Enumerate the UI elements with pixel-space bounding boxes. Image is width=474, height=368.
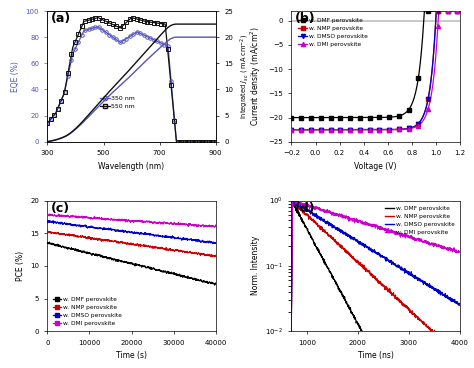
Legend: 350 nm, 550 nm: 350 nm, 550 nm	[98, 93, 138, 112]
Legend: w. DMF perovskite, w. NMP perovskite, w. DMSO perovskite, w. DMI perovskite: w. DMF perovskite, w. NMP perovskite, w.…	[296, 15, 370, 49]
Text: (d): (d)	[295, 202, 316, 215]
Y-axis label: EQE (%): EQE (%)	[11, 61, 20, 92]
Y-axis label: PCE (%): PCE (%)	[16, 251, 25, 281]
Legend: w. DMF perovskite, w. NMP perovskite, w. DMSO perovskite, w. DMI perovskite: w. DMF perovskite, w. NMP perovskite, w.…	[383, 204, 457, 237]
X-axis label: Wavelength (nm): Wavelength (nm)	[99, 162, 164, 171]
Y-axis label: Integrated $J_{sc}$ ( mA cm$^{-2}$): Integrated $J_{sc}$ ( mA cm$^{-2}$)	[238, 34, 251, 119]
X-axis label: Time (ns): Time (ns)	[358, 351, 393, 360]
X-axis label: Voltage (V): Voltage (V)	[355, 162, 397, 171]
Text: (b): (b)	[295, 13, 316, 25]
Y-axis label: Current density (mA/cm$^2$): Current density (mA/cm$^2$)	[248, 26, 263, 126]
X-axis label: Time (s): Time (s)	[116, 351, 147, 360]
Text: (a): (a)	[51, 13, 71, 25]
Legend: w. DMF perovskite, w. NMP perovskite, w. DMSO perovskite, w. DMI perovskite: w. DMF perovskite, w. NMP perovskite, w.…	[50, 294, 124, 328]
Text: (c): (c)	[51, 202, 70, 215]
Y-axis label: Norm. Intensity: Norm. Intensity	[251, 236, 260, 296]
